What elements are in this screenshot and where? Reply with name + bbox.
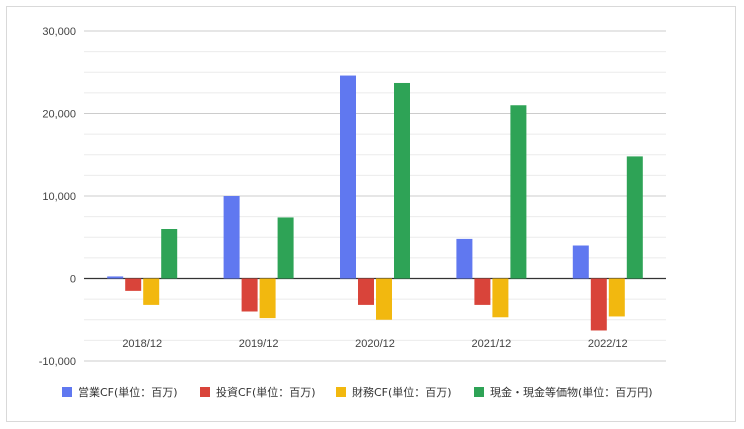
bar-2018-12-series-0: [107, 276, 124, 279]
bar-2018-12-series-1: [125, 278, 142, 291]
chart-frame: [6, 6, 736, 422]
legend-swatch: [336, 387, 346, 397]
bar-2019-12-series-3: [277, 217, 294, 279]
bar-2022-12-series-3: [626, 156, 643, 279]
bar-2019-12-series-2: [259, 278, 276, 319]
x-tick-label: 2022/12: [588, 338, 628, 350]
bar-2022-12-series-1: [590, 278, 607, 331]
legend: 営業CF(単位：百万) 投資CF(単位：百万) 財務CF(単位：百万) 現金・現金等価…: [62, 385, 653, 399]
y-tick-label: -10,000: [39, 356, 76, 368]
legend-label: 投資CF(単位：百万): [216, 385, 316, 399]
x-tick-label: 2019/12: [239, 338, 279, 350]
bar-2022-12-series-0: [572, 245, 589, 279]
legend-swatch: [474, 387, 484, 397]
x-tick-label: 2018/12: [122, 338, 162, 350]
bar-2020-12-series-3: [394, 82, 410, 279]
x-tick-label: 2021/12: [472, 338, 512, 350]
y-tick-label: 10,000: [42, 191, 76, 203]
x-tick-label: 2020/12: [355, 338, 395, 350]
bars: [107, 75, 643, 331]
bar-2018-12-series-2: [143, 278, 160, 305]
bar-2021-12-series-0: [456, 238, 473, 279]
y-axis-ticks: 30,000 20,000 10,000 0 -10,000: [39, 26, 76, 368]
gridlines: [84, 30, 666, 362]
y-tick-label: 30,000: [42, 26, 76, 38]
bar-2018-12-series-3: [161, 229, 178, 279]
bar-2020-12-series-2: [376, 278, 392, 320]
bar-2020-12-series-1: [358, 278, 374, 305]
legend-label: 現金・現金等価物(単位：百万円): [490, 385, 653, 399]
legend-swatch: [62, 387, 72, 397]
bar-2021-12-series-2: [492, 278, 509, 318]
x-axis-ticks: 2018/12 2019/12 2020/12 2021/12 2022/12: [122, 338, 627, 350]
legend-label: 営業CF(単位：百万): [78, 385, 178, 399]
bar-2020-12-series-0: [340, 75, 356, 279]
bar-2021-12-series-3: [510, 105, 527, 279]
legend-swatch: [200, 387, 210, 397]
legend-label: 財務CF(単位：百万): [352, 385, 452, 399]
bar-2021-12-series-1: [474, 278, 491, 305]
bar-2019-12-series-1: [241, 278, 258, 312]
bar-2022-12-series-2: [608, 278, 625, 317]
y-tick-label: 20,000: [42, 109, 76, 121]
y-tick-label: 0: [70, 274, 76, 286]
bar-2019-12-series-0: [223, 196, 240, 279]
